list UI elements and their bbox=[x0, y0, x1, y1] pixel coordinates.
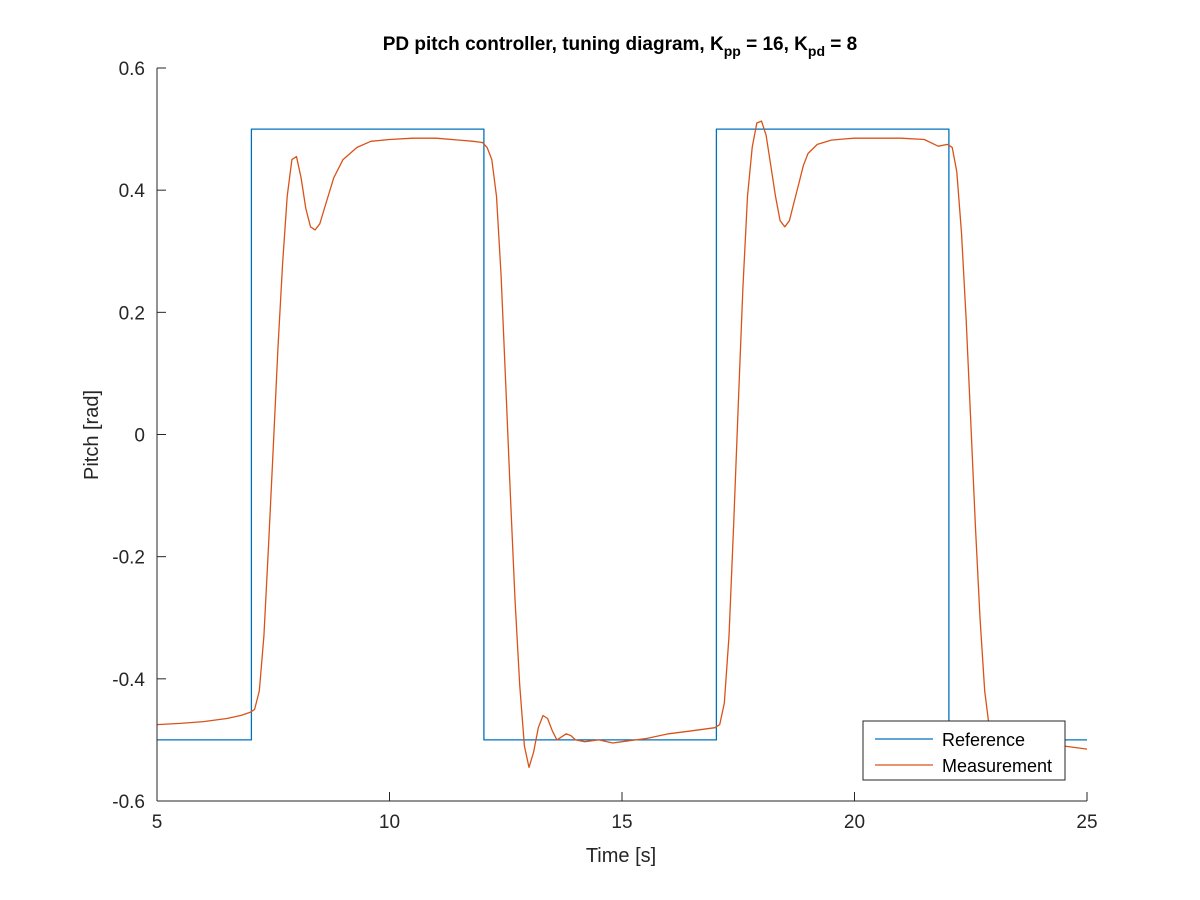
title-subscript-pd: pd bbox=[808, 43, 825, 59]
series-line-measurement bbox=[156, 120, 1088, 769]
y-tick-label: -0.2 bbox=[112, 548, 145, 569]
series-layer bbox=[156, 120, 1088, 769]
ticks-layer: 5 10 15 20 25 -0.6 -0.4 -0.2 0 0.2 0.4 0.6 bbox=[112, 59, 1097, 833]
x-tick-label: 10 bbox=[379, 812, 400, 833]
y-tick-label: 0.4 bbox=[119, 181, 146, 202]
x-tick-label: 15 bbox=[611, 812, 632, 833]
x-axis-label: Time [s] bbox=[586, 845, 656, 867]
legend: Reference Measurement bbox=[862, 720, 1066, 781]
chart-title: PD pitch controller, tuning diagram, Kpp… bbox=[383, 34, 858, 59]
x-tick-label: 5 bbox=[152, 812, 163, 833]
legend-box bbox=[862, 720, 1066, 781]
legend-label: Measurement bbox=[942, 756, 1052, 776]
y-tick-label: 0.2 bbox=[119, 303, 145, 324]
axes-layer bbox=[156, 68, 1087, 802]
y-tick-label: 0.6 bbox=[119, 59, 145, 80]
y-tick-label: 0 bbox=[134, 426, 145, 447]
x-tick-label: 20 bbox=[844, 812, 865, 833]
legend-label: Reference bbox=[942, 730, 1025, 750]
y-axis-label: Pitch [rad] bbox=[81, 390, 103, 480]
title-subscript-pp: pp bbox=[724, 43, 741, 59]
y-tick-label: -0.4 bbox=[112, 670, 145, 691]
x-tick-label: 25 bbox=[1076, 812, 1097, 833]
y-tick-label: -0.6 bbox=[112, 792, 145, 813]
